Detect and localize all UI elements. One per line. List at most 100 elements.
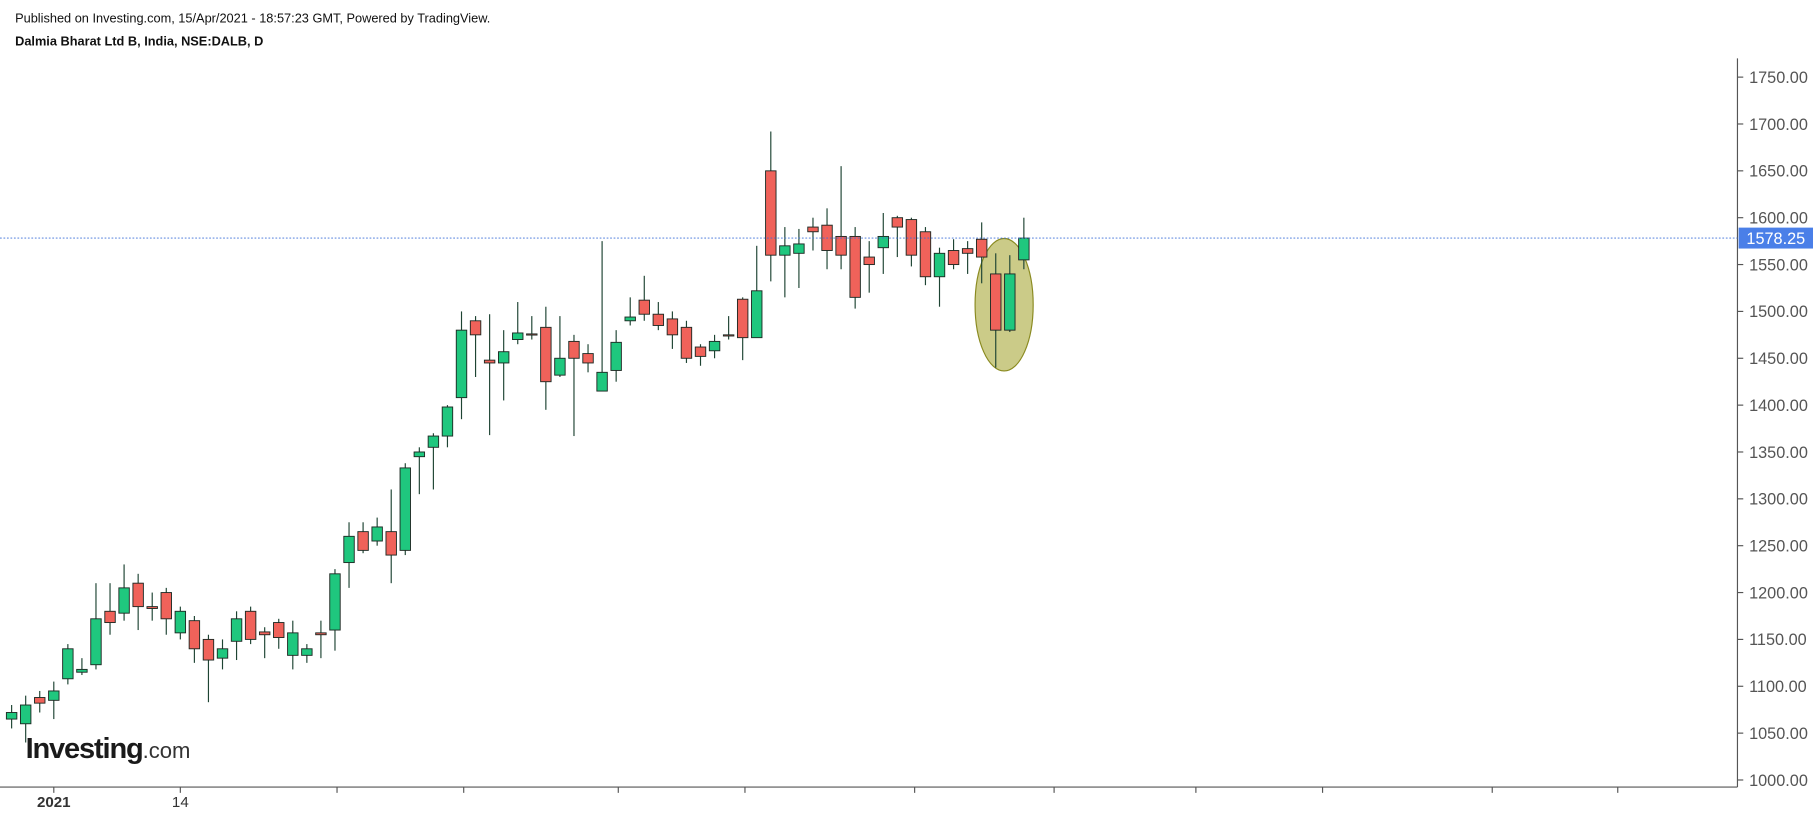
candle-body xyxy=(413,451,426,458)
candle-body xyxy=(62,648,74,680)
y-tick-label: 1250.00 xyxy=(1749,538,1808,556)
x-tick-marks xyxy=(336,787,1619,793)
candle-body xyxy=(230,618,243,642)
candle-body xyxy=(399,467,411,551)
y-tick-label: 1300.00 xyxy=(1749,491,1808,509)
candle-body xyxy=(483,359,496,364)
candle-body xyxy=(441,406,454,437)
candle-body xyxy=(582,353,594,364)
symbol-title: Dalmia Bharat Ltd B, India, NSE:DALB, D xyxy=(15,34,263,49)
candle-body xyxy=(736,298,749,339)
candle-body xyxy=(5,712,18,720)
y-tick-label: 1750.00 xyxy=(1749,69,1808,87)
candle-body xyxy=(919,231,932,278)
y-tick-label: 1000.00 xyxy=(1749,772,1808,790)
candle-body xyxy=(863,256,875,266)
candle-body xyxy=(315,632,327,636)
y-tick-label: 1600.00 xyxy=(1749,210,1808,228)
candle-body xyxy=(680,326,693,359)
candle-body xyxy=(835,235,847,256)
last-price-label: 1578.25 xyxy=(1746,230,1805,248)
candle-body xyxy=(793,243,805,254)
candle-body xyxy=(638,299,650,315)
candle-body xyxy=(118,587,130,614)
candle-body xyxy=(905,219,918,256)
candle-body xyxy=(258,631,271,636)
candle-body xyxy=(34,697,46,704)
y-tick-label: 1150.00 xyxy=(1749,631,1807,649)
candle-body xyxy=(329,573,341,631)
candle-body xyxy=(849,235,861,298)
candle-body xyxy=(666,318,679,336)
candle-body xyxy=(891,217,904,228)
candle-body xyxy=(497,351,510,364)
candle-body xyxy=(947,250,960,266)
candle-body xyxy=(469,320,482,336)
candle-body xyxy=(104,610,116,624)
y-tick-label: 1200.00 xyxy=(1749,584,1808,602)
candle-body xyxy=(371,526,383,542)
published-note: Published on Investing.com, 15/Apr/2021 … xyxy=(15,10,490,25)
candle-body xyxy=(174,610,187,634)
candle-body xyxy=(202,638,215,661)
candle-body xyxy=(610,341,622,371)
candle-body xyxy=(933,252,946,278)
candle-body xyxy=(385,531,397,556)
candle-body xyxy=(273,622,285,639)
y-tick-label: 1450.00 xyxy=(1749,350,1808,368)
candle-body xyxy=(526,333,538,336)
candle-body xyxy=(722,334,735,337)
candle-body xyxy=(990,273,1002,331)
candle-body xyxy=(751,290,763,339)
candle-body xyxy=(287,632,299,656)
candle-body xyxy=(807,226,819,233)
y-tick-label: 1550.00 xyxy=(1749,256,1808,274)
logo: Investing.com xyxy=(26,733,191,765)
candle-body xyxy=(694,346,707,357)
y-tick-label: 1050.00 xyxy=(1749,725,1808,743)
candle-body xyxy=(652,313,665,326)
candle-body xyxy=(765,170,777,256)
logo-suffix: .com xyxy=(143,738,191,763)
x-tick-label: 2021 xyxy=(37,794,71,811)
candle-body xyxy=(357,531,369,551)
candle-body xyxy=(512,332,524,340)
candle-body xyxy=(596,371,608,392)
last-price-box xyxy=(1738,227,1813,249)
candle-body xyxy=(244,610,257,640)
candle-body xyxy=(540,326,552,383)
candle-body xyxy=(48,690,60,701)
candle-body xyxy=(216,648,229,659)
y-tick-label: 1700.00 xyxy=(1749,116,1808,134)
candle-body xyxy=(975,238,988,258)
candle-body xyxy=(90,618,102,666)
y-tick-label: 1500.00 xyxy=(1749,303,1808,321)
candle-body xyxy=(343,535,355,564)
candle-body xyxy=(877,235,889,249)
candle-body xyxy=(455,329,468,399)
candle-body xyxy=(132,582,144,608)
candle-body xyxy=(624,316,636,322)
y-tick-label: 1100.00 xyxy=(1749,678,1807,696)
candle-body xyxy=(568,340,580,359)
y-tick-label: 1400.00 xyxy=(1749,397,1808,415)
candle-body xyxy=(708,340,721,352)
candle-body xyxy=(146,606,158,609)
y-tick-label: 1350.00 xyxy=(1749,444,1808,462)
candle-body xyxy=(554,357,566,376)
candle-body xyxy=(188,620,201,650)
y-tick-label: 1650.00 xyxy=(1749,163,1808,181)
candle-body xyxy=(427,435,440,448)
candle-body xyxy=(1018,237,1030,261)
candle-body xyxy=(301,648,313,656)
logo-brand: Investing xyxy=(26,733,143,765)
candle-body xyxy=(160,592,172,620)
candle-body xyxy=(19,704,32,725)
candle-body xyxy=(779,245,791,256)
candle-body xyxy=(1004,273,1016,331)
x-tick-label: 14 xyxy=(172,794,189,811)
candle-body xyxy=(961,248,974,254)
candle-body xyxy=(76,668,88,673)
